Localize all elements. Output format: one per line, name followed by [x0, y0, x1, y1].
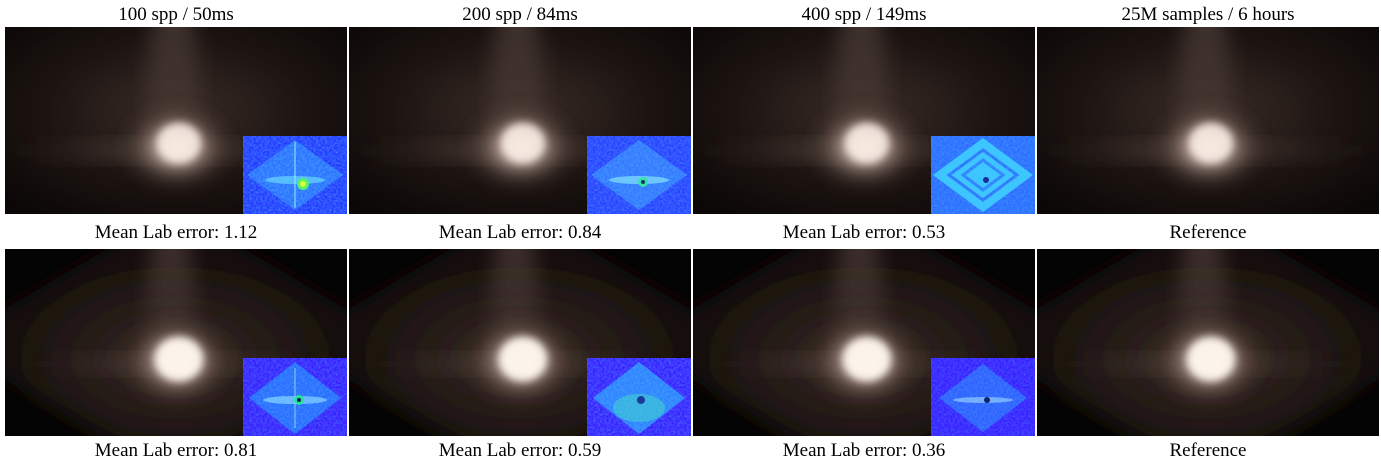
caption-row2-400spp: Mean Lab error: 0.36 [782, 440, 946, 461]
render-panel-row1-200spp [349, 27, 691, 214]
render-panel-row2-reference [1037, 249, 1379, 436]
caption-row1-reference: Reference [1169, 222, 1247, 243]
render-panel-row1-400spp [693, 27, 1035, 214]
render-panel-row2-400spp [693, 249, 1035, 436]
error-heatmap-inset [243, 136, 347, 214]
column-header-400spp: 400 spp / 149ms [801, 4, 927, 25]
error-heatmap-inset [587, 136, 691, 214]
error-heatmap-inset [243, 358, 347, 436]
caption-row1-400spp: Mean Lab error: 0.53 [782, 222, 946, 243]
error-heatmap-inset [587, 358, 691, 436]
render-panel-row2-100spp [5, 249, 347, 436]
caption-row2-200spp: Mean Lab error: 0.59 [438, 440, 602, 461]
caption-row2-reference: Reference [1169, 440, 1247, 461]
error-heatmap-inset [931, 358, 1035, 436]
caption-row2-100spp: Mean Lab error: 0.81 [94, 440, 258, 461]
render-image [1037, 249, 1379, 436]
render-panel-row1-reference [1037, 27, 1379, 214]
render-image [1037, 27, 1379, 214]
render-panel-row1-100spp [5, 27, 347, 214]
render-panel-row2-200spp [349, 249, 691, 436]
column-header-reference: 25M samples / 6 hours [1121, 4, 1295, 25]
error-heatmap-inset [931, 136, 1035, 214]
caption-row1-200spp: Mean Lab error: 0.84 [438, 222, 602, 243]
caption-row1-100spp: Mean Lab error: 1.12 [94, 222, 258, 243]
column-header-200spp: 200 spp / 84ms [462, 4, 578, 25]
column-header-100spp: 100 spp / 50ms [118, 4, 234, 25]
